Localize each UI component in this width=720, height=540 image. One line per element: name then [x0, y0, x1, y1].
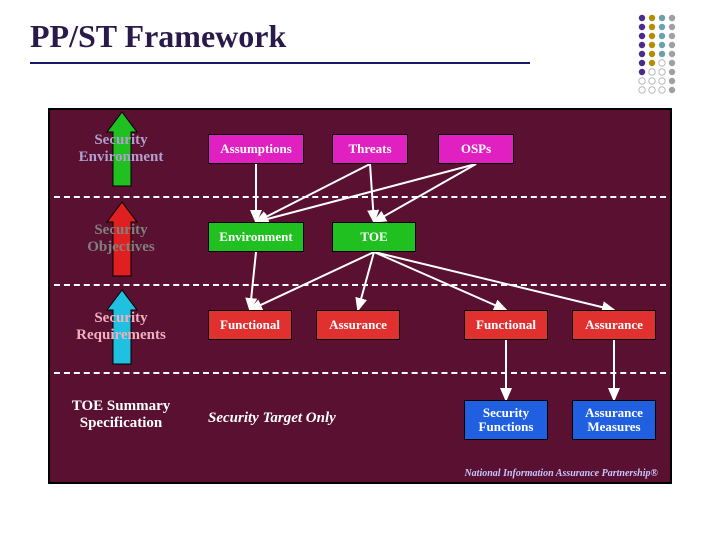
row-divider	[54, 372, 666, 374]
node-osps: OSPs	[438, 134, 514, 164]
node-assurmeas: AssuranceMeasures	[572, 400, 656, 440]
title-underline	[30, 62, 530, 64]
node-func2: Functional	[464, 310, 548, 340]
node-func1: Functional	[208, 310, 292, 340]
row-label: SecurityEnvironment	[56, 132, 186, 167]
flow-arrow	[370, 164, 374, 222]
row-label: SecurityObjectives	[56, 222, 186, 257]
row-divider	[54, 284, 666, 286]
node-secfunc: SecurityFunctions	[464, 400, 548, 440]
page-title: PP/ST Framework	[30, 18, 286, 55]
node-assur2: Assurance	[572, 310, 656, 340]
node-toe: TOE	[332, 222, 416, 252]
flow-arrow	[250, 252, 256, 310]
flow-arrow	[374, 252, 506, 310]
flow-arrow	[256, 164, 370, 222]
flow-arrow	[374, 164, 476, 222]
row-label: SecurityRequirements	[56, 310, 186, 345]
flow-arrow	[358, 252, 374, 310]
diagram-footer: National Information Assurance Partnersh…	[464, 468, 658, 479]
framework-diagram: SecurityEnvironment SecurityObjectives Sec…	[48, 108, 672, 484]
node-threats: Threats	[332, 134, 408, 164]
title-wrap: PP/ST Framework	[30, 18, 286, 55]
security-target-only-label: Security Target Only	[208, 410, 336, 427]
slide: PP/ST Framework SecurityEnvironmentSecur…	[0, 0, 720, 540]
flow-arrow	[256, 164, 476, 222]
row-label: TOE SummarySpecification	[56, 398, 186, 433]
flow-arrow	[374, 252, 614, 310]
flow-arrow	[250, 252, 374, 310]
node-assumptions: Assumptions	[208, 134, 304, 164]
row-divider	[54, 196, 666, 198]
node-environment: Environment	[208, 222, 304, 252]
node-assur1: Assurance	[316, 310, 400, 340]
dot-grid-icon	[636, 12, 692, 108]
